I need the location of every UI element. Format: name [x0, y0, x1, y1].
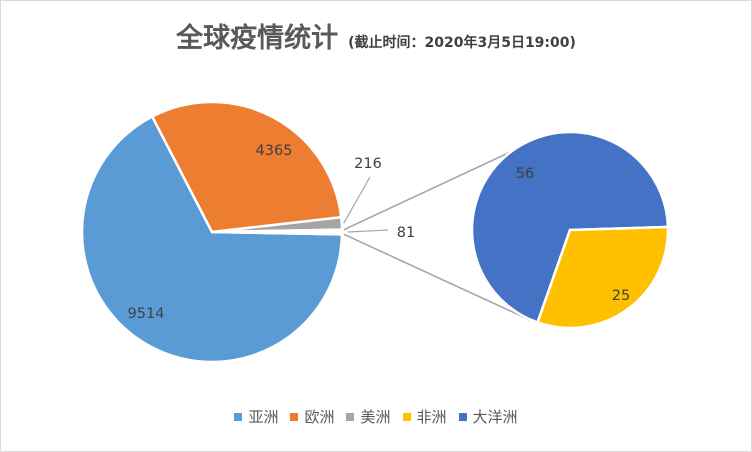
legend-item-美洲: 美洲	[346, 406, 391, 427]
chart-title: 全球疫情统计	[176, 23, 339, 54]
data-label-other: 81	[397, 225, 415, 241]
connector-line-bottom	[343, 233, 531, 321]
chart-subtitle: (截止时间：2020年3月5日19:00)	[348, 35, 576, 51]
pie-slice-other	[211, 228, 344, 236]
legend-item-欧洲: 欧洲	[290, 406, 334, 427]
pie-slice-欧洲	[150, 100, 343, 234]
legend-label: 美洲	[360, 408, 391, 426]
legend-swatch	[290, 412, 299, 421]
connector-line-top	[343, 147, 520, 231]
data-label-asia: 9514	[128, 306, 165, 322]
chart-title-row: 全球疫情统计 (截止时间：2020年3月5日19:00)	[0, 16, 752, 55]
legend-label: 大洋洲	[472, 408, 518, 426]
leader-line-americas	[343, 176, 371, 224]
legend-item-大洋洲: 大洋洲	[458, 406, 518, 427]
secondary-pie	[470, 130, 670, 330]
main-pie	[80, 100, 344, 364]
legend-swatch	[234, 412, 243, 421]
pie-slice-大洋洲	[470, 130, 670, 325]
pie-slice-亚洲	[80, 114, 344, 364]
legend-item-亚洲: 亚洲	[234, 406, 278, 427]
legend: 亚洲 欧洲 美洲 非洲 大洋洲	[0, 406, 752, 427]
legend-label: 非洲	[416, 408, 447, 426]
legend-swatch	[458, 412, 467, 421]
connector-lines	[343, 147, 531, 321]
data-label-oceania: 56	[516, 166, 534, 182]
data-label-americas: 216	[354, 156, 382, 172]
data-label-europe: 4365	[256, 143, 293, 159]
pie-slice-非洲	[535, 225, 670, 330]
data-labels: 9514 4365 216 81 56 25	[128, 143, 631, 322]
legend-label: 欧洲	[304, 408, 335, 426]
legend-item-非洲: 非洲	[402, 406, 447, 427]
leader-line-other	[347, 229, 389, 233]
legend-swatch	[402, 412, 411, 421]
data-label-africa: 25	[612, 288, 630, 304]
legend-swatch	[346, 412, 355, 421]
legend-label: 亚洲	[248, 408, 279, 426]
